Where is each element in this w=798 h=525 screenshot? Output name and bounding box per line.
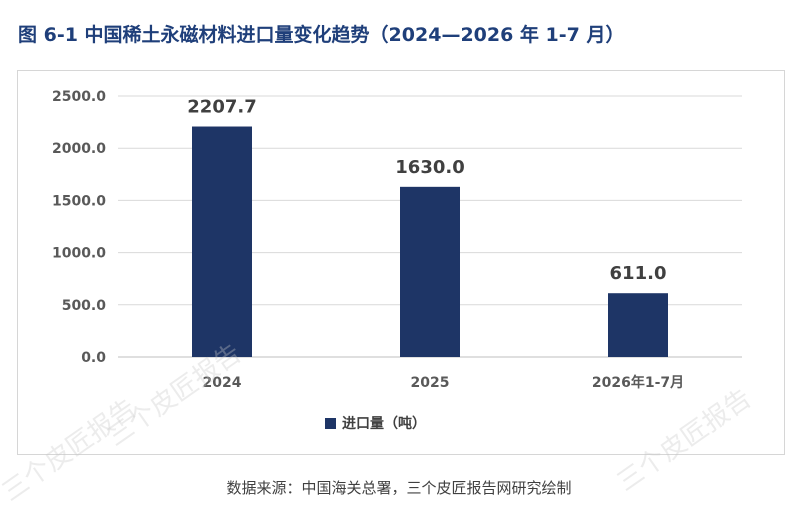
x-tick-label: 2024 [203,375,242,391]
y-tick-label: 1000.0 [52,246,106,262]
bar [608,293,668,357]
y-tick-label: 500.0 [62,298,107,314]
x-tick-label: 2025 [411,375,450,391]
bar [192,126,252,358]
y-tick-label: 0.0 [81,350,106,366]
bar [400,186,460,357]
source-note: 数据来源：中国海关总署，三个皮匠报告网研究绘制 [226,479,572,497]
data-label: 611.0 [610,263,667,284]
x-tick-label: 2026年1-7月 [592,374,684,391]
data-label: 2207.7 [187,97,256,118]
chart-title: 图 6-1 中国稀土永磁材料进口量变化趋势（2024—2026 年 1-7 月） [18,24,625,46]
legend-swatch [325,417,336,429]
y-tick-label: 2500.0 [52,89,106,105]
y-tick-label: 2000.0 [52,141,106,157]
data-label: 1630.0 [395,157,464,178]
legend-label: 进口量（吨） [342,416,426,432]
y-tick-label: 1500.0 [52,193,106,209]
legend: 进口量（吨） [325,413,426,433]
